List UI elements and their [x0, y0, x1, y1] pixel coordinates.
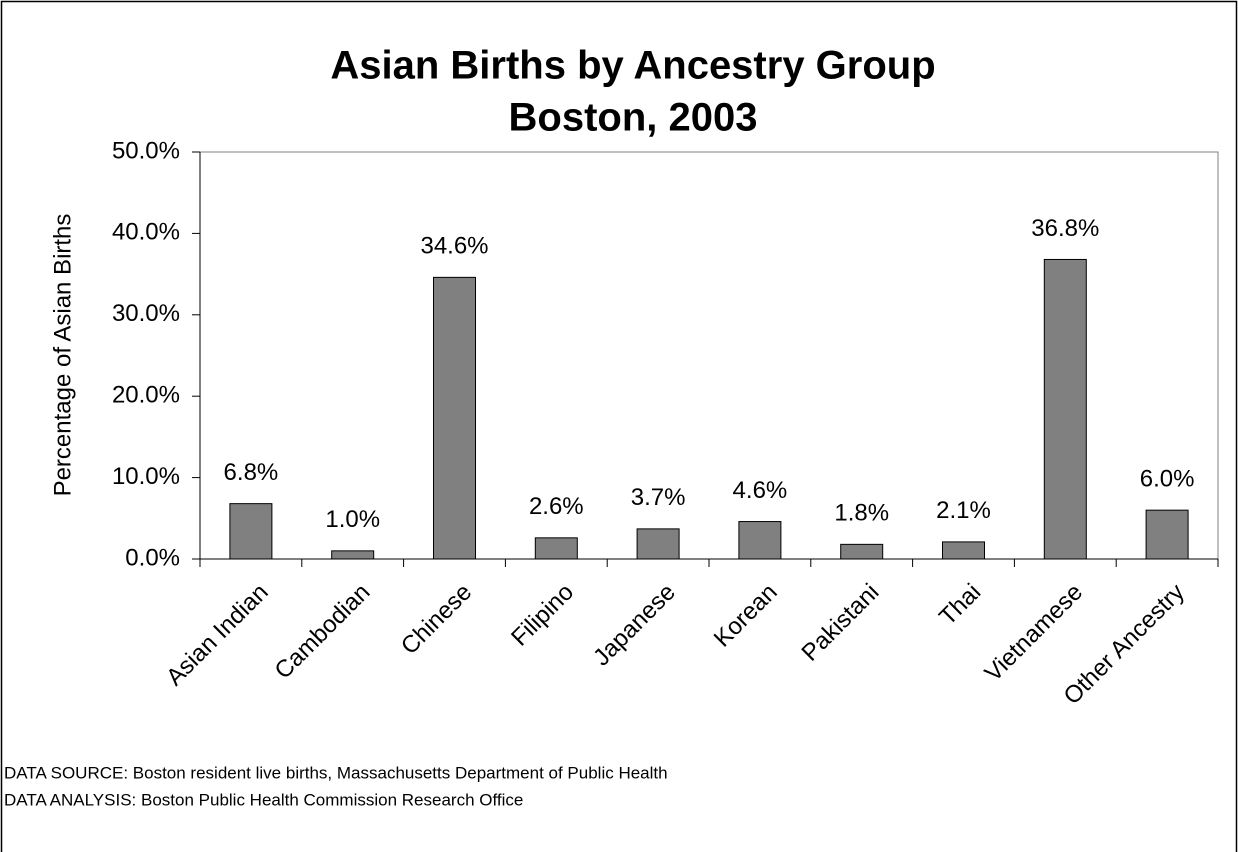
- value-label: 6.8%: [224, 459, 279, 486]
- value-label: 4.6%: [733, 477, 788, 504]
- value-label: 1.8%: [834, 500, 889, 527]
- bar: [636, 528, 680, 560]
- value-label: 2.6%: [529, 493, 584, 520]
- x-tick-label: Thai: [934, 579, 986, 631]
- y-tick-label: 0.0%: [125, 544, 180, 571]
- value-label: 2.1%: [936, 497, 991, 524]
- bar: [433, 276, 476, 560]
- bar: [1043, 258, 1087, 560]
- bar: [229, 503, 273, 560]
- bar: [534, 537, 578, 560]
- value-label: 6.0%: [1140, 466, 1195, 493]
- bar: [840, 543, 884, 560]
- note: DATA ANALYSIS: Boston Public Health Comm…: [4, 790, 523, 809]
- bar: [331, 550, 375, 560]
- y-tick-label: 10.0%: [112, 463, 180, 490]
- y-tick-label: 40.0%: [112, 219, 180, 246]
- bar: [1145, 509, 1189, 560]
- value-label: 3.7%: [631, 484, 686, 511]
- x-tick-label: Pakistani: [796, 579, 884, 667]
- bar: [738, 521, 782, 560]
- x-tick-label: Cambodian: [270, 579, 376, 685]
- value-label: 34.6%: [420, 233, 488, 260]
- value-label: 1.0%: [325, 506, 380, 533]
- x-tick-label: Japanese: [588, 579, 681, 672]
- y-tick-label: 20.0%: [112, 382, 180, 409]
- bar: [942, 541, 985, 560]
- x-tick-label: Filipino: [506, 579, 579, 652]
- x-tick-label: Asian Indian: [161, 579, 273, 691]
- y-tick-label: 50.0%: [112, 137, 180, 164]
- x-tick-label: Vietnamese: [980, 579, 1088, 687]
- note: DATA SOURCE: Boston resident live births…: [4, 763, 668, 782]
- x-tick-label: Korean: [709, 579, 783, 653]
- value-label: 36.8%: [1031, 215, 1099, 242]
- y-axis-label: Percentage of Asian Births: [49, 214, 76, 497]
- chart-title: Asian Births by Ancestry Group: [330, 44, 935, 88]
- y-tick-label: 30.0%: [112, 300, 180, 327]
- x-tick-label: Chinese: [396, 579, 477, 660]
- chart-subtitle: Boston, 2003: [509, 96, 758, 140]
